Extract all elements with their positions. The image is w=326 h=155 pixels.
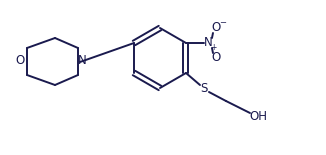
Text: O: O [15, 55, 25, 67]
Text: S: S [200, 82, 208, 95]
Text: O: O [211, 22, 221, 35]
Text: N: N [204, 36, 212, 49]
Text: OH: OH [249, 109, 267, 122]
Text: −: − [219, 18, 227, 27]
Text: O: O [211, 51, 221, 64]
Text: +: + [210, 44, 216, 53]
Text: N: N [78, 55, 86, 67]
